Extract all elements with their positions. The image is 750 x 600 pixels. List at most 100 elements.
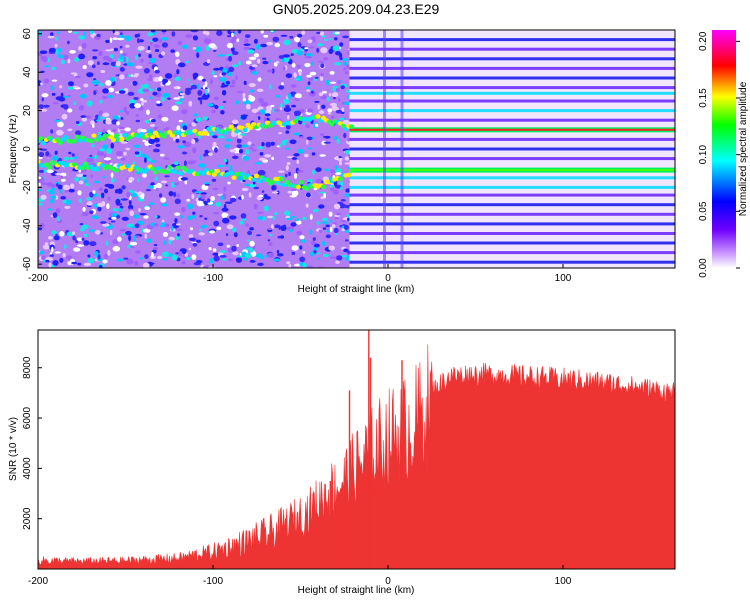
noise-blob — [252, 181, 256, 185]
noise-blob — [171, 105, 179, 111]
noise-blob — [59, 189, 63, 194]
noise-blob — [236, 138, 242, 144]
noise-blob — [191, 254, 197, 260]
noise-blob — [116, 37, 125, 41]
noise-blob — [271, 185, 275, 191]
noise-blob — [306, 89, 311, 92]
noise-blob — [266, 41, 273, 46]
noise-blob — [257, 169, 266, 176]
frequency-band — [349, 47, 675, 51]
noise-blob — [201, 184, 209, 191]
noise-blob — [217, 242, 224, 247]
noise-blob — [198, 229, 202, 232]
noise-blob — [286, 112, 291, 116]
noise-blob — [251, 64, 258, 68]
noise-blob — [89, 241, 97, 247]
noise-blob — [181, 151, 188, 155]
noise-blob — [214, 104, 219, 110]
noise-blob — [192, 211, 196, 215]
noise-blob — [86, 72, 94, 78]
noise-blob — [241, 187, 249, 192]
noise-blob — [325, 224, 330, 228]
noise-blob — [147, 185, 155, 189]
noise-blob — [337, 157, 343, 162]
noise-blob — [323, 141, 331, 144]
noise-blob — [181, 261, 186, 265]
noise-blob — [243, 80, 247, 86]
noise-blob — [54, 43, 58, 48]
noise-blob — [279, 107, 283, 111]
noise-blob — [42, 104, 50, 108]
vertical-artifact — [383, 30, 386, 268]
spectrogram-y-label: Frequency (Hz) — [8, 115, 19, 184]
noise-blob — [106, 148, 113, 155]
noise-blob — [281, 82, 284, 86]
noise-blob — [60, 178, 66, 182]
noise-blob — [343, 248, 349, 253]
noise-blob — [190, 84, 198, 90]
noise-blob — [134, 260, 139, 266]
noise-blob — [188, 237, 197, 242]
noise-blob — [256, 234, 262, 237]
noise-blob — [229, 197, 237, 203]
noise-blob — [232, 155, 239, 160]
noise-blob — [103, 157, 112, 161]
noise-blob — [181, 206, 186, 213]
noise-blob — [109, 37, 113, 43]
noise-blob — [98, 148, 105, 152]
noise-blob — [128, 235, 132, 241]
noise-blob — [280, 103, 283, 108]
noise-blob — [282, 54, 291, 58]
noise-blob — [305, 203, 309, 208]
noise-blob — [200, 192, 207, 195]
noise-blob — [192, 243, 198, 247]
tone-point — [55, 137, 61, 142]
noise-blob — [49, 254, 54, 257]
y-tick-label: 2000 — [22, 507, 33, 530]
noise-blob — [226, 53, 232, 57]
noise-blob — [254, 162, 262, 165]
noise-blob — [235, 100, 239, 105]
noise-blob — [335, 155, 339, 160]
noise-blob — [270, 104, 275, 108]
noise-blob — [110, 172, 114, 179]
noise-blob — [219, 77, 227, 82]
noise-blob — [334, 216, 339, 220]
noise-blob — [275, 95, 281, 98]
colorbar-axis: 0.00 0.05 0.10 0.15 0.20 — [698, 31, 740, 278]
noise-blob — [78, 180, 84, 185]
noise-blob — [140, 129, 147, 133]
noise-blob — [51, 92, 56, 96]
noise-blob — [321, 140, 327, 146]
noise-blob — [81, 224, 89, 229]
noise-blob — [128, 176, 135, 182]
tone-point — [265, 120, 271, 125]
snr-area — [38, 344, 675, 569]
noise-blob — [123, 151, 127, 156]
noise-blob — [82, 207, 86, 212]
noise-blob — [253, 186, 260, 190]
noise-blob — [153, 44, 161, 48]
noise-blob — [329, 184, 334, 188]
noise-blob — [249, 260, 256, 263]
tone-point — [228, 124, 234, 129]
noise-blob — [243, 100, 252, 105]
noise-blob — [164, 73, 173, 79]
noise-blob — [344, 162, 350, 165]
noise-blob — [335, 88, 340, 92]
noise-blob — [73, 101, 76, 106]
noise-blob — [297, 148, 305, 154]
noise-blob — [177, 145, 185, 149]
noise-blob — [295, 218, 300, 221]
noise-blob — [343, 132, 347, 139]
noise-blob — [143, 83, 149, 89]
noise-blob — [54, 119, 61, 123]
colorbar-label: Normalized spectral amplitude — [738, 81, 749, 216]
noise-blob — [255, 112, 262, 115]
noise-blob — [161, 203, 168, 207]
noise-blob — [151, 119, 156, 123]
noise-blob — [55, 208, 61, 214]
noise-blob — [152, 77, 160, 82]
noise-blob — [268, 84, 272, 90]
noise-blob — [279, 143, 282, 148]
